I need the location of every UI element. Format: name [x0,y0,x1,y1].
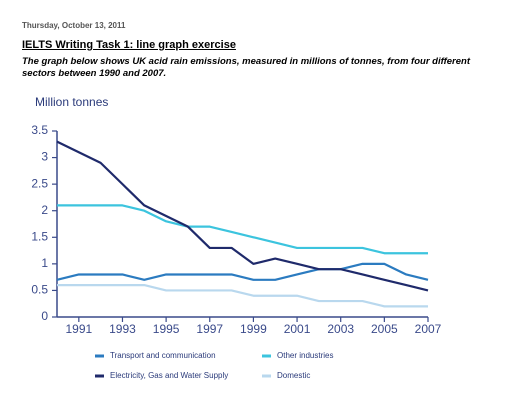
series-line [56,262,429,281]
date: Thursday, October 13, 2011 [22,21,126,30]
page-title: IELTS Writing Task 1: line graph exercis… [22,39,236,51]
x-tick-label: 2001 [284,322,311,336]
series-line [57,204,428,255]
legend-label: Domestic [277,371,310,380]
legend-label: Transport and communication [110,351,216,360]
x-tick-label: 2007 [415,322,442,336]
x-tick-label: 1993 [109,322,136,336]
y-tick-label: 1 [41,256,48,270]
y-axis-label: Million tonnes [35,95,108,109]
y-tick-label: 2 [41,203,48,217]
y-tick-label: 0.5 [31,283,48,297]
series-line [56,140,429,292]
x-tick-label: 2003 [327,322,354,336]
y-tick-label: 3.5 [31,123,48,137]
x-tick-label: 1997 [196,322,223,336]
series-line [57,284,428,308]
y-tick-label: 0 [41,309,48,323]
y-tick-label: 1.5 [31,229,48,243]
x-tick-label: 2005 [371,322,398,336]
x-tick-label: 1995 [153,322,180,336]
legend-label: Other industries [277,351,333,360]
x-tick-label: 1999 [240,322,267,336]
x-tick-label: 1991 [65,322,92,336]
subtitle: The graph below shows UK acid rain emiss… [22,56,470,79]
legend-label: Electricity, Gas and Water Supply [110,371,228,380]
y-tick-label: 3 [41,150,48,164]
y-tick-label: 2.5 [31,176,48,190]
